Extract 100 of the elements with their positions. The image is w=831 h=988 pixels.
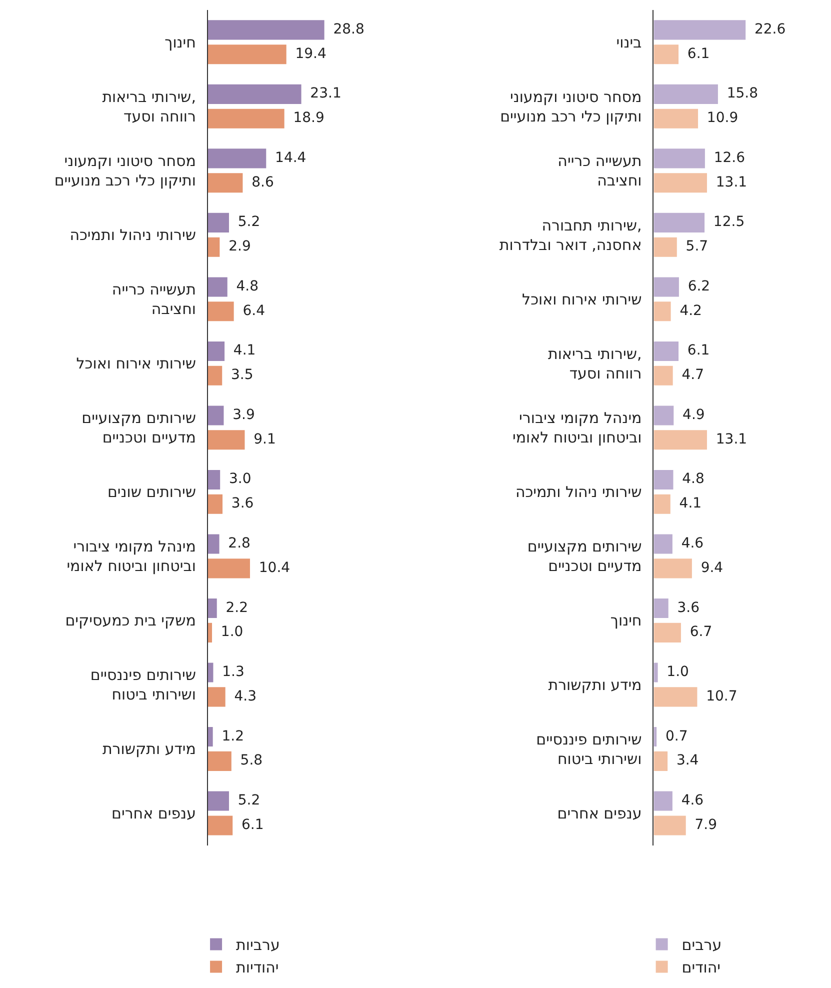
y-tick-label: שירותי תחבורה, אחסנה, דואר ובלדרות: [499, 216, 642, 254]
data-label: 28.8: [324, 21, 364, 38]
bar: [654, 44, 679, 64]
data-label: 4.8: [227, 278, 259, 294]
legend-label: יהודיות: [236, 958, 279, 977]
bar: [654, 687, 698, 707]
legend-label: ערביות: [236, 936, 280, 954]
bar: [208, 148, 266, 168]
bar: [208, 687, 226, 707]
y-tick-label: שירותי ניהול ותמיכה: [70, 226, 196, 244]
bar: [208, 108, 284, 128]
y-tick-label: שירותים פיננסיים ושירותי ביטוח: [536, 730, 642, 768]
bar: [208, 622, 212, 642]
bar: [654, 662, 658, 682]
data-label: 4.8: [673, 471, 704, 488]
bar: [208, 727, 213, 747]
bar: [208, 277, 228, 297]
bar: [208, 302, 234, 322]
bar: [654, 816, 686, 836]
data-label: 2.8: [219, 536, 250, 552]
data-label: 13.1: [706, 174, 748, 190]
data-label: 10.7: [697, 688, 738, 704]
bar: [654, 148, 705, 168]
data-label: 4.9: [674, 406, 705, 423]
data-label: 1.3: [213, 664, 244, 680]
data-label: 3.9: [224, 406, 255, 423]
data-label: 3.6: [222, 496, 254, 512]
data-label: 1.2: [212, 728, 244, 744]
bar: [654, 341, 679, 361]
data-label: 1.0: [658, 664, 689, 680]
bar: [208, 212, 229, 232]
bar: [654, 108, 698, 128]
data-label: 14.4: [266, 150, 306, 166]
bar: [654, 791, 672, 811]
legend-label: ערבים: [682, 936, 722, 954]
y-tick-label: שירותים מקצועיים מדעיים וטכניים: [527, 538, 642, 576]
bar: [208, 237, 220, 257]
y-tick-label: תעשייה כרייה וחציבה: [112, 280, 196, 318]
bar: [208, 470, 220, 490]
data-label: 10.9: [698, 110, 738, 126]
bar: [208, 816, 233, 836]
bar: [654, 751, 668, 771]
y-tick-label: שירותי ניהול ותמיכה: [515, 483, 642, 502]
data-label: 9.4: [692, 560, 724, 576]
bar: [654, 470, 674, 490]
data-label: 6.1: [678, 342, 710, 359]
bar: [654, 173, 707, 193]
bar: [208, 366, 222, 386]
y-tick-label: מסחר סיטוני וקמעוני ותיקון כלי רכב מנועיים: [500, 88, 642, 126]
bar: [208, 558, 250, 578]
bar: [654, 598, 668, 618]
bar: [654, 430, 707, 450]
y-tick-label: שירותים שונים: [107, 483, 196, 502]
data-label: 8.6: [242, 174, 274, 190]
bar: [654, 277, 679, 297]
data-label: 12.5: [704, 214, 745, 230]
y-tick-label: ענפים אחרים: [557, 804, 642, 822]
data-label: 4.7: [672, 367, 704, 384]
bar: [208, 751, 232, 771]
bar: [654, 366, 673, 386]
bar: [654, 212, 705, 232]
data-label: 4.1: [670, 496, 702, 512]
data-label: 4.6: [672, 536, 704, 552]
y-tick-label: בינוי: [616, 33, 642, 52]
bar: [654, 494, 670, 514]
y-tick-label: שירותים מקצועיים מדעיים וטכניים: [82, 409, 196, 447]
data-label: 5.2: [228, 792, 260, 809]
data-label: 5.8: [231, 752, 263, 769]
bar: [208, 44, 286, 64]
data-label: 2.2: [216, 600, 248, 616]
data-label: 4.6: [672, 792, 704, 809]
data-label: 3.6: [668, 600, 700, 616]
data-label: 4.1: [224, 342, 256, 359]
bar: [208, 20, 324, 40]
data-label: 19.4: [286, 46, 327, 62]
data-label: 6.1: [232, 816, 264, 833]
bar: [654, 622, 681, 642]
data-label: 4.2: [670, 302, 702, 319]
data-label: 3.5: [222, 367, 254, 384]
data-label: 23.1: [301, 86, 342, 102]
y-tick-label: משקי בית כמעסיקים: [65, 612, 196, 630]
bar: [208, 534, 220, 554]
bar: [654, 20, 746, 40]
data-label: 4.3: [225, 688, 257, 704]
legend-label: יהודים: [682, 958, 721, 977]
bar: [654, 406, 674, 426]
data-label: 3.4: [668, 752, 699, 769]
bar: [208, 662, 214, 682]
y-tick-label: מידע ותקשורת: [102, 740, 196, 758]
data-label: 2.9: [220, 238, 251, 255]
data-label: 3.0: [220, 471, 252, 488]
data-label: 0.7: [656, 728, 688, 744]
bar: [208, 791, 229, 811]
data-label: 10.4: [250, 560, 290, 576]
y-tick-label: חינוך: [164, 33, 196, 52]
y-tick-label: מידע ותקשורת: [548, 676, 642, 694]
bar: [654, 558, 692, 578]
bar: [208, 598, 217, 618]
bar: [654, 534, 672, 554]
y-tick-label: מסחר סיטוני וקמעוני ותיקון כלי רכב מנועיים: [54, 152, 196, 190]
